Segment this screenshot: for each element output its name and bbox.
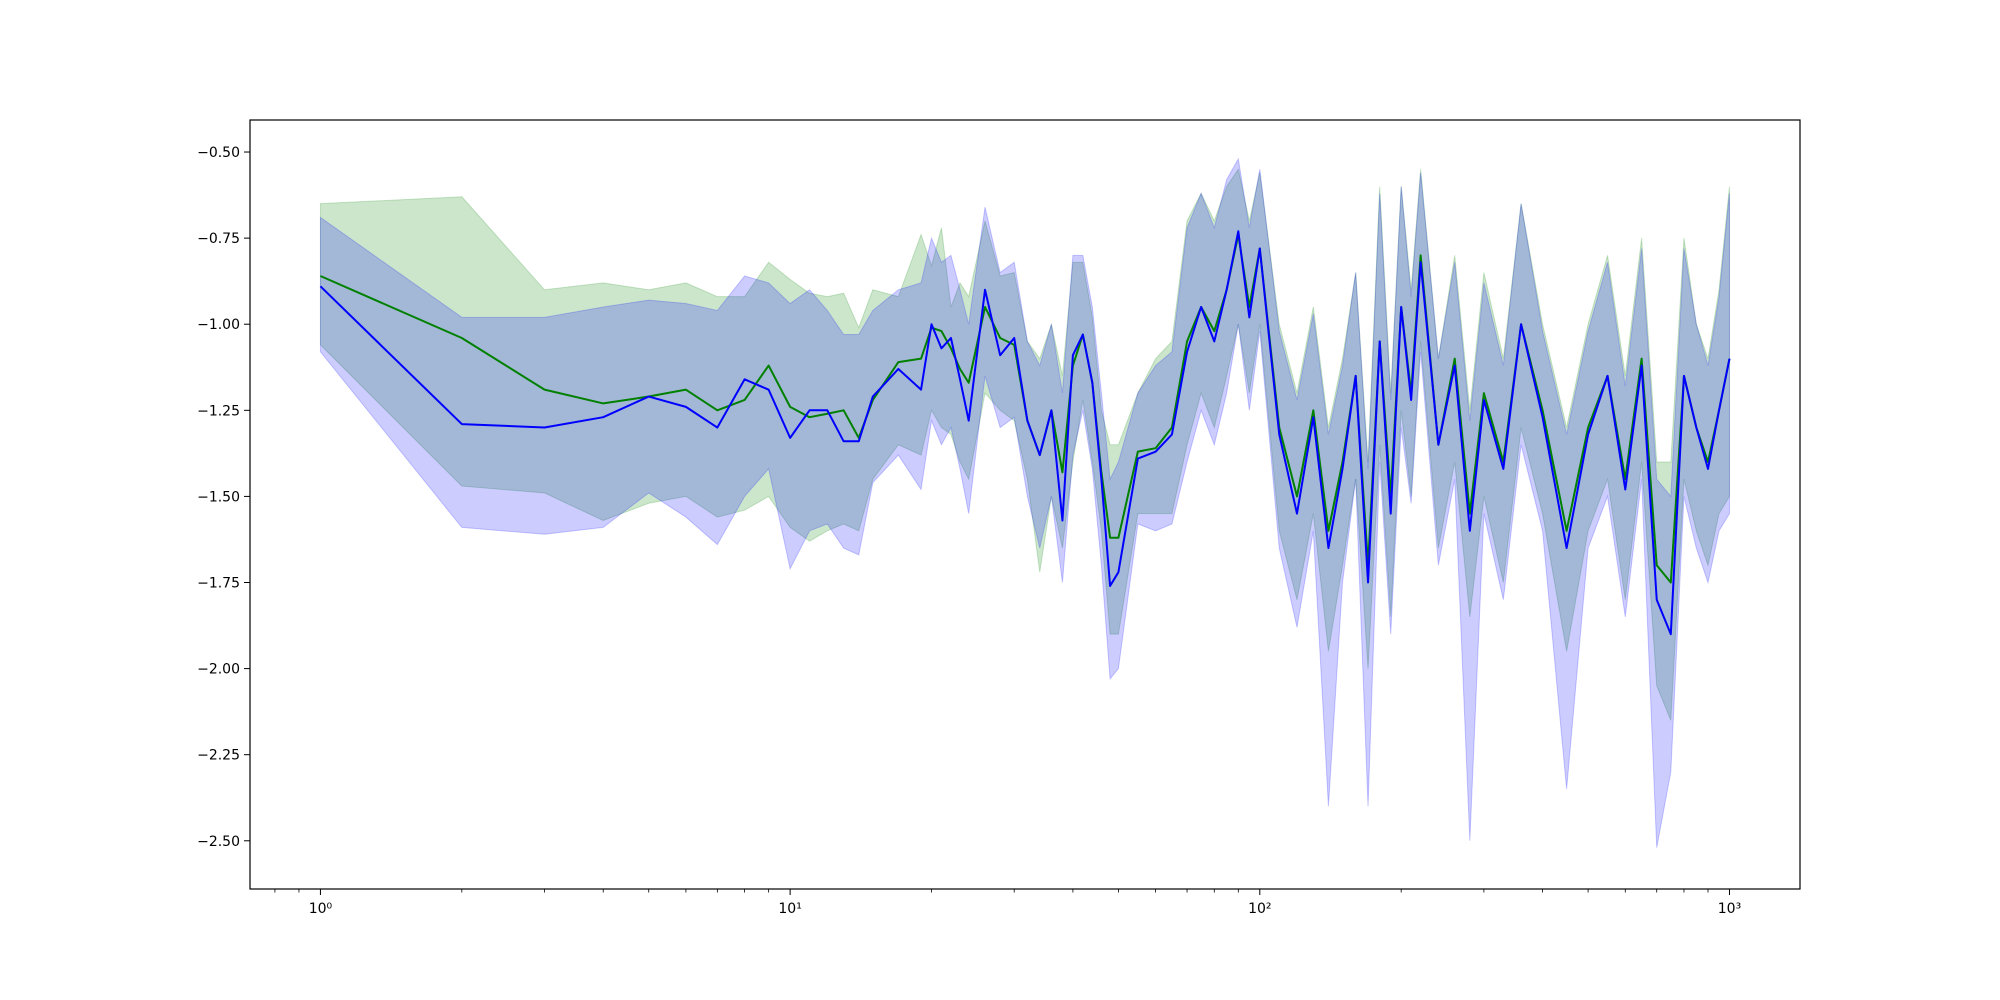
x-tick-label: 10⁰ xyxy=(309,901,333,917)
y-tick-label: −1.50 xyxy=(197,489,240,505)
y-tick-label: −1.75 xyxy=(197,576,240,592)
y-tick-label: −1.00 xyxy=(197,317,240,333)
y-tick-label: −0.50 xyxy=(197,145,240,161)
confidence-band xyxy=(319,157,1730,848)
confidence-band xyxy=(319,167,1730,721)
series-line xyxy=(319,230,1731,636)
y-tick-label: −2.50 xyxy=(197,834,240,850)
axes-frame xyxy=(249,119,1801,890)
y-tick-label: −2.00 xyxy=(197,662,240,678)
x-tick-label: 10³ xyxy=(1718,901,1741,917)
x-tick-label: 10¹ xyxy=(778,901,801,917)
y-tick-label: −2.25 xyxy=(197,748,240,764)
y-tick-label: −0.75 xyxy=(197,231,240,247)
x-tick-label: 10² xyxy=(1248,901,1271,917)
y-tick-label: −1.25 xyxy=(197,403,240,419)
plot-area xyxy=(319,157,1731,848)
